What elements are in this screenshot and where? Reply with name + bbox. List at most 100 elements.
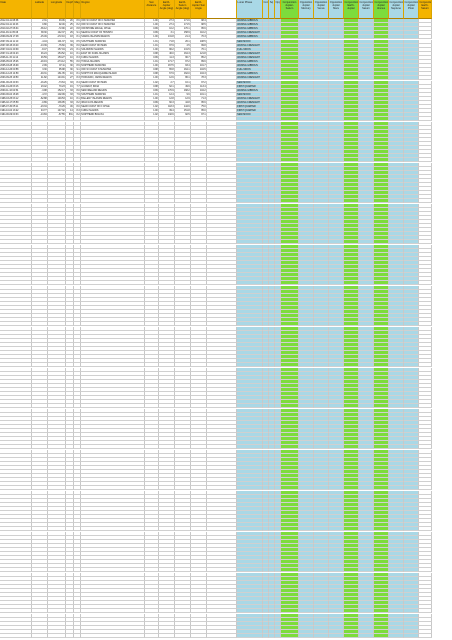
table-cell[interactable]	[359, 117, 374, 122]
table-cell[interactable]	[329, 60, 344, 65]
table-cell[interactable]: 101.37	[48, 39, 66, 44]
table-cell[interactable]	[419, 109, 432, 114]
table-cell[interactable]: NEAR COAST OF PERU	[81, 43, 145, 48]
table-cell[interactable]	[374, 84, 389, 89]
table-cell[interactable]	[275, 88, 281, 93]
table-cell[interactable]	[0, 121, 32, 126]
table-cell[interactable]	[48, 117, 66, 122]
table-cell[interactable]: 152.17	[48, 88, 66, 93]
table-cell[interactable]	[299, 80, 314, 85]
table-cell[interactable]	[269, 39, 275, 44]
column-header-7[interactable]: Earth-Jupiter Angle (deg)	[159, 0, 175, 19]
table-cell[interactable]: 8.2	[74, 101, 81, 106]
table-cell[interactable]	[359, 76, 374, 81]
table-cell[interactable]: 0.98	[145, 68, 159, 73]
table-cell[interactable]: 1.02	[145, 80, 159, 85]
table-cell[interactable]: 39	[66, 43, 74, 48]
table-cell[interactable]	[329, 27, 344, 32]
table-cell[interactable]: SOUTHERN SUMATRA	[81, 39, 145, 44]
table-cell[interactable]: 0.99	[145, 55, 159, 60]
table-cell[interactable]: 97.11	[48, 64, 66, 69]
table-cell[interactable]: 8.6	[74, 64, 81, 69]
table-cell[interactable]	[359, 39, 374, 44]
table-cell[interactable]	[299, 72, 314, 77]
table-cell[interactable]	[314, 27, 329, 32]
table-cell[interactable]: SOUTHERN SUMATRA	[81, 92, 145, 97]
table-cell[interactable]: 131.8	[159, 35, 175, 40]
table-cell[interactable]	[314, 96, 329, 101]
table-cell[interactable]: 38.30	[32, 31, 48, 36]
table-cell[interactable]	[269, 31, 275, 36]
table-cell[interactable]: 62.1	[159, 84, 175, 89]
table-cell[interactable]	[419, 64, 432, 69]
table-cell[interactable]: 2007-09-12 11:10	[0, 39, 32, 44]
table-cell[interactable]	[389, 31, 404, 36]
table-cell[interactable]: 95.6	[191, 27, 207, 32]
table-cell[interactable]	[263, 117, 269, 122]
table-cell[interactable]: -0.89	[32, 101, 48, 106]
table-cell[interactable]: 8.1	[74, 72, 81, 77]
table-cell[interactable]: 67.9	[159, 72, 175, 77]
table-cell[interactable]	[404, 31, 419, 36]
table-cell[interactable]	[207, 23, 237, 28]
column-header-24[interactable]: Conjunction Earth-Saturn	[419, 0, 432, 19]
table-cell[interactable]	[359, 80, 374, 85]
table-cell[interactable]	[207, 51, 237, 56]
table-cell[interactable]	[275, 101, 281, 106]
table-cell[interactable]: 1.00	[145, 64, 159, 69]
table-cell[interactable]	[275, 105, 281, 110]
table-cell[interactable]	[269, 23, 275, 28]
table-cell[interactable]	[329, 47, 344, 52]
table-cell[interactable]	[359, 72, 374, 77]
table-cell[interactable]: 8.2	[74, 113, 81, 118]
table-cell[interactable]: WAXING GIBBOUS	[237, 72, 263, 77]
table-cell[interactable]: -72.90	[48, 27, 66, 32]
table-cell[interactable]	[314, 68, 329, 73]
table-cell[interactable]	[374, 101, 389, 106]
table-cell[interactable]: 2007-04-01 20:39	[0, 47, 32, 52]
table-cell[interactable]: 8.3	[74, 76, 81, 81]
table-cell[interactable]	[359, 31, 374, 36]
table-cell[interactable]	[299, 27, 314, 32]
table-cell[interactable]: 1.01	[145, 92, 159, 97]
table-cell[interactable]	[275, 43, 281, 48]
table-cell[interactable]: 9.6	[175, 92, 191, 97]
table-cell[interactable]: 70.23	[48, 84, 66, 89]
table-cell[interactable]	[329, 109, 344, 114]
table-cell[interactable]	[207, 105, 237, 110]
table-cell[interactable]	[0, 117, 32, 122]
table-cell[interactable]	[299, 113, 314, 118]
table-cell[interactable]	[419, 55, 432, 60]
table-cell[interactable]: 4.5	[175, 43, 191, 48]
table-cell[interactable]	[374, 80, 389, 85]
table-cell[interactable]	[269, 68, 275, 73]
table-cell[interactable]	[269, 113, 275, 118]
table-cell[interactable]: 12.4	[159, 92, 175, 97]
table-cell[interactable]	[344, 64, 359, 69]
table-cell[interactable]: 2000-06-04 16:28	[0, 92, 32, 97]
column-header-1[interactable]: Latitude	[32, 0, 48, 19]
table-cell[interactable]: 8.2	[74, 23, 81, 28]
table-cell[interactable]	[389, 27, 404, 32]
table-cell[interactable]	[314, 105, 329, 110]
table-cell[interactable]	[374, 634, 389, 639]
table-cell[interactable]: WAXING CRESCENT	[237, 43, 263, 48]
table-cell[interactable]	[269, 105, 275, 110]
table-cell[interactable]	[281, 68, 299, 73]
table-cell[interactable]	[263, 47, 269, 52]
table-cell[interactable]	[344, 84, 359, 89]
table-cell[interactable]	[359, 105, 374, 110]
table-cell[interactable]: 132.6	[159, 113, 175, 118]
table-cell[interactable]	[175, 117, 191, 122]
table-cell[interactable]: 8.0	[74, 43, 81, 48]
table-cell[interactable]	[269, 101, 275, 106]
table-cell[interactable]	[275, 76, 281, 81]
table-cell[interactable]	[344, 634, 359, 639]
table-cell[interactable]	[275, 27, 281, 32]
table-cell[interactable]: 33	[66, 101, 74, 106]
table-cell[interactable]	[329, 113, 344, 118]
table-cell[interactable]	[48, 634, 66, 639]
column-header-8[interactable]: Earth-Saturn Angle (deg)	[175, 0, 191, 19]
table-cell[interactable]: 0.98	[145, 72, 159, 77]
table-cell[interactable]: 46.24	[32, 51, 48, 56]
